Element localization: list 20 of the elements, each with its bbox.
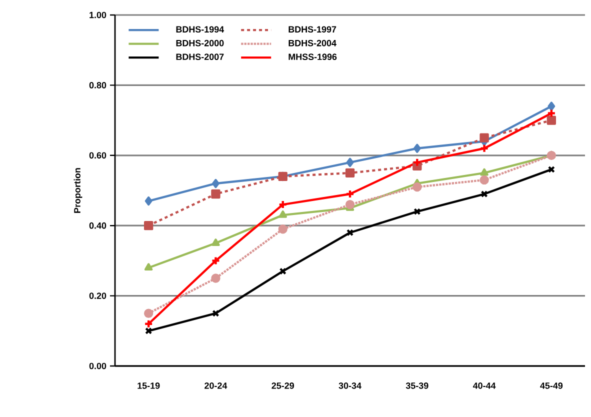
y-tick-label: 0.20 (89, 292, 106, 299)
y-tick-label: 0.00 (89, 362, 106, 370)
y-tick-label: 0.60 (89, 152, 106, 159)
x-tick-label: 40-44 (472, 382, 496, 389)
legend-label: BDHS-2004 (288, 40, 336, 46)
x-tick-label: 20-24 (204, 382, 228, 389)
y-tick-label: 0.40 (89, 222, 106, 229)
y-axis-title: Proportion (74, 168, 82, 213)
x-tick-label: 15-19 (138, 382, 160, 389)
y-tick-label: 1.00 (90, 12, 106, 18)
x-tick-label: 30-34 (338, 382, 362, 389)
x-tick-label: 45-49 (540, 382, 563, 389)
legend-label: BDHS-2007 (176, 54, 224, 60)
y-tick-label: 0.80 (89, 82, 106, 88)
legend-label: MHSS-1996 (288, 54, 337, 60)
x-tick-label: 25-29 (272, 382, 294, 389)
legend-label: BDHS-1994 (176, 26, 224, 33)
x-tick-label: 35-39 (406, 382, 428, 389)
legend-label: BDHS-2000 (176, 40, 224, 46)
legend-label: BDHS-1997 (288, 26, 336, 33)
